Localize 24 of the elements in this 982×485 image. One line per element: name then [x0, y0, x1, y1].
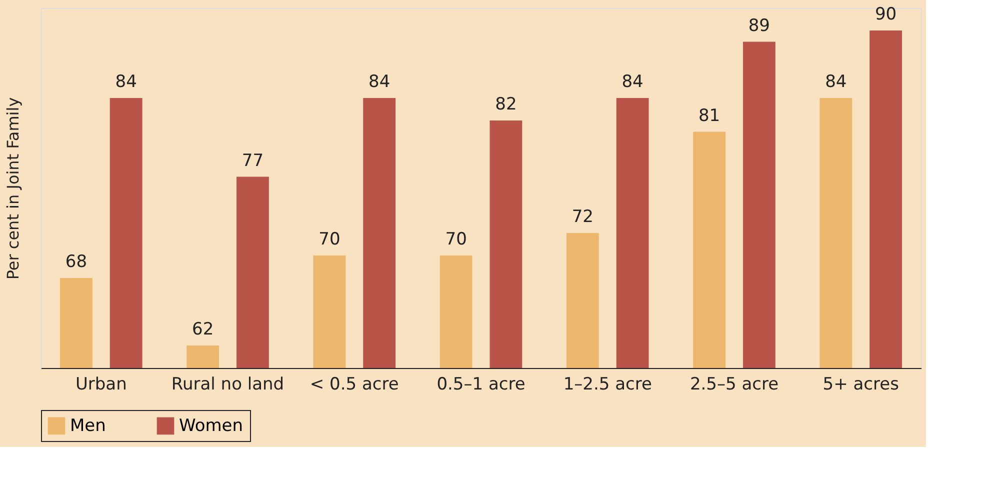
data-label: 84	[368, 72, 390, 92]
data-label: 62	[192, 320, 214, 340]
x-tick-label: 2.5–5 acre	[690, 374, 779, 394]
data-label: 84	[115, 72, 137, 92]
data-label: 70	[318, 230, 340, 250]
data-label: 89	[748, 16, 770, 36]
data-label: 77	[242, 150, 264, 171]
legend-label: Women	[179, 416, 244, 436]
data-label: 81	[698, 106, 720, 126]
data-label: 72	[572, 207, 594, 227]
data-label: 90	[874, 4, 897, 24]
x-tick-label: 1–2.5 acre	[563, 374, 652, 394]
x-tick-label: 0.5–1 acre	[436, 374, 526, 394]
data-label: 68	[65, 252, 88, 272]
data-label: 82	[495, 94, 517, 114]
data-label: 70	[445, 230, 467, 250]
data-label: 84	[825, 72, 847, 92]
x-tick-label: Rural no land	[171, 374, 284, 394]
x-tick-label: < 0.5 acre	[310, 374, 399, 394]
x-tick-label: 5+ acres	[822, 374, 900, 394]
x-tick-label: Urban	[75, 374, 127, 394]
data-label: 84	[622, 72, 644, 92]
legend-label: Men	[70, 416, 106, 436]
y-axis-title: Per cent in Joint Family	[4, 97, 22, 280]
